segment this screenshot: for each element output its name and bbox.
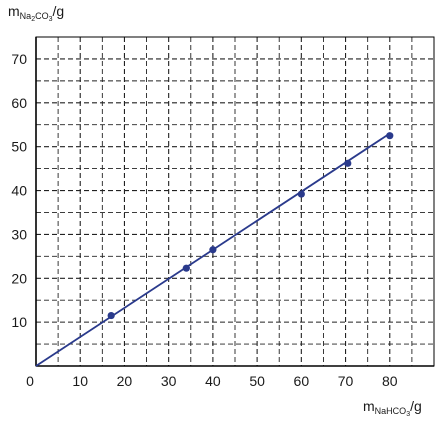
data-point — [386, 132, 394, 140]
x-tick-label: 10 — [72, 373, 88, 389]
data-points — [107, 132, 394, 320]
x-tick-label: 80 — [382, 373, 398, 389]
tick-labels: 0 10 20 30 40 50 60 70 80 10 20 30 40 50 60 70 — [11, 51, 397, 389]
y-tick-label: 70 — [11, 51, 27, 67]
x-axis-label: mNaHCO3/g — [363, 398, 422, 418]
data-point — [297, 190, 305, 198]
y-tick-label: 20 — [11, 270, 27, 286]
x-tick-label: 0 — [26, 373, 34, 389]
data-point — [344, 159, 352, 167]
x-tick-label: 40 — [205, 373, 221, 389]
x-tick-label: 30 — [161, 373, 177, 389]
data-point — [209, 246, 217, 254]
x-tick-label: 70 — [338, 373, 354, 389]
axes — [35, 36, 435, 367]
y-tick-label: 50 — [11, 139, 27, 155]
y-tick-label: 30 — [11, 226, 27, 242]
data-point — [107, 311, 115, 320]
y-tick-label: 60 — [11, 95, 27, 111]
y-tick-label: 40 — [11, 183, 27, 199]
grid — [36, 37, 434, 366]
data-point — [182, 264, 190, 272]
x-tick-label: 20 — [117, 373, 133, 389]
x-tick-label: 60 — [294, 373, 310, 389]
x-tick-label: 50 — [249, 373, 265, 389]
y-axis-label: mNa2CO3/g — [8, 3, 65, 23]
y-tick-label: 10 — [11, 314, 27, 330]
